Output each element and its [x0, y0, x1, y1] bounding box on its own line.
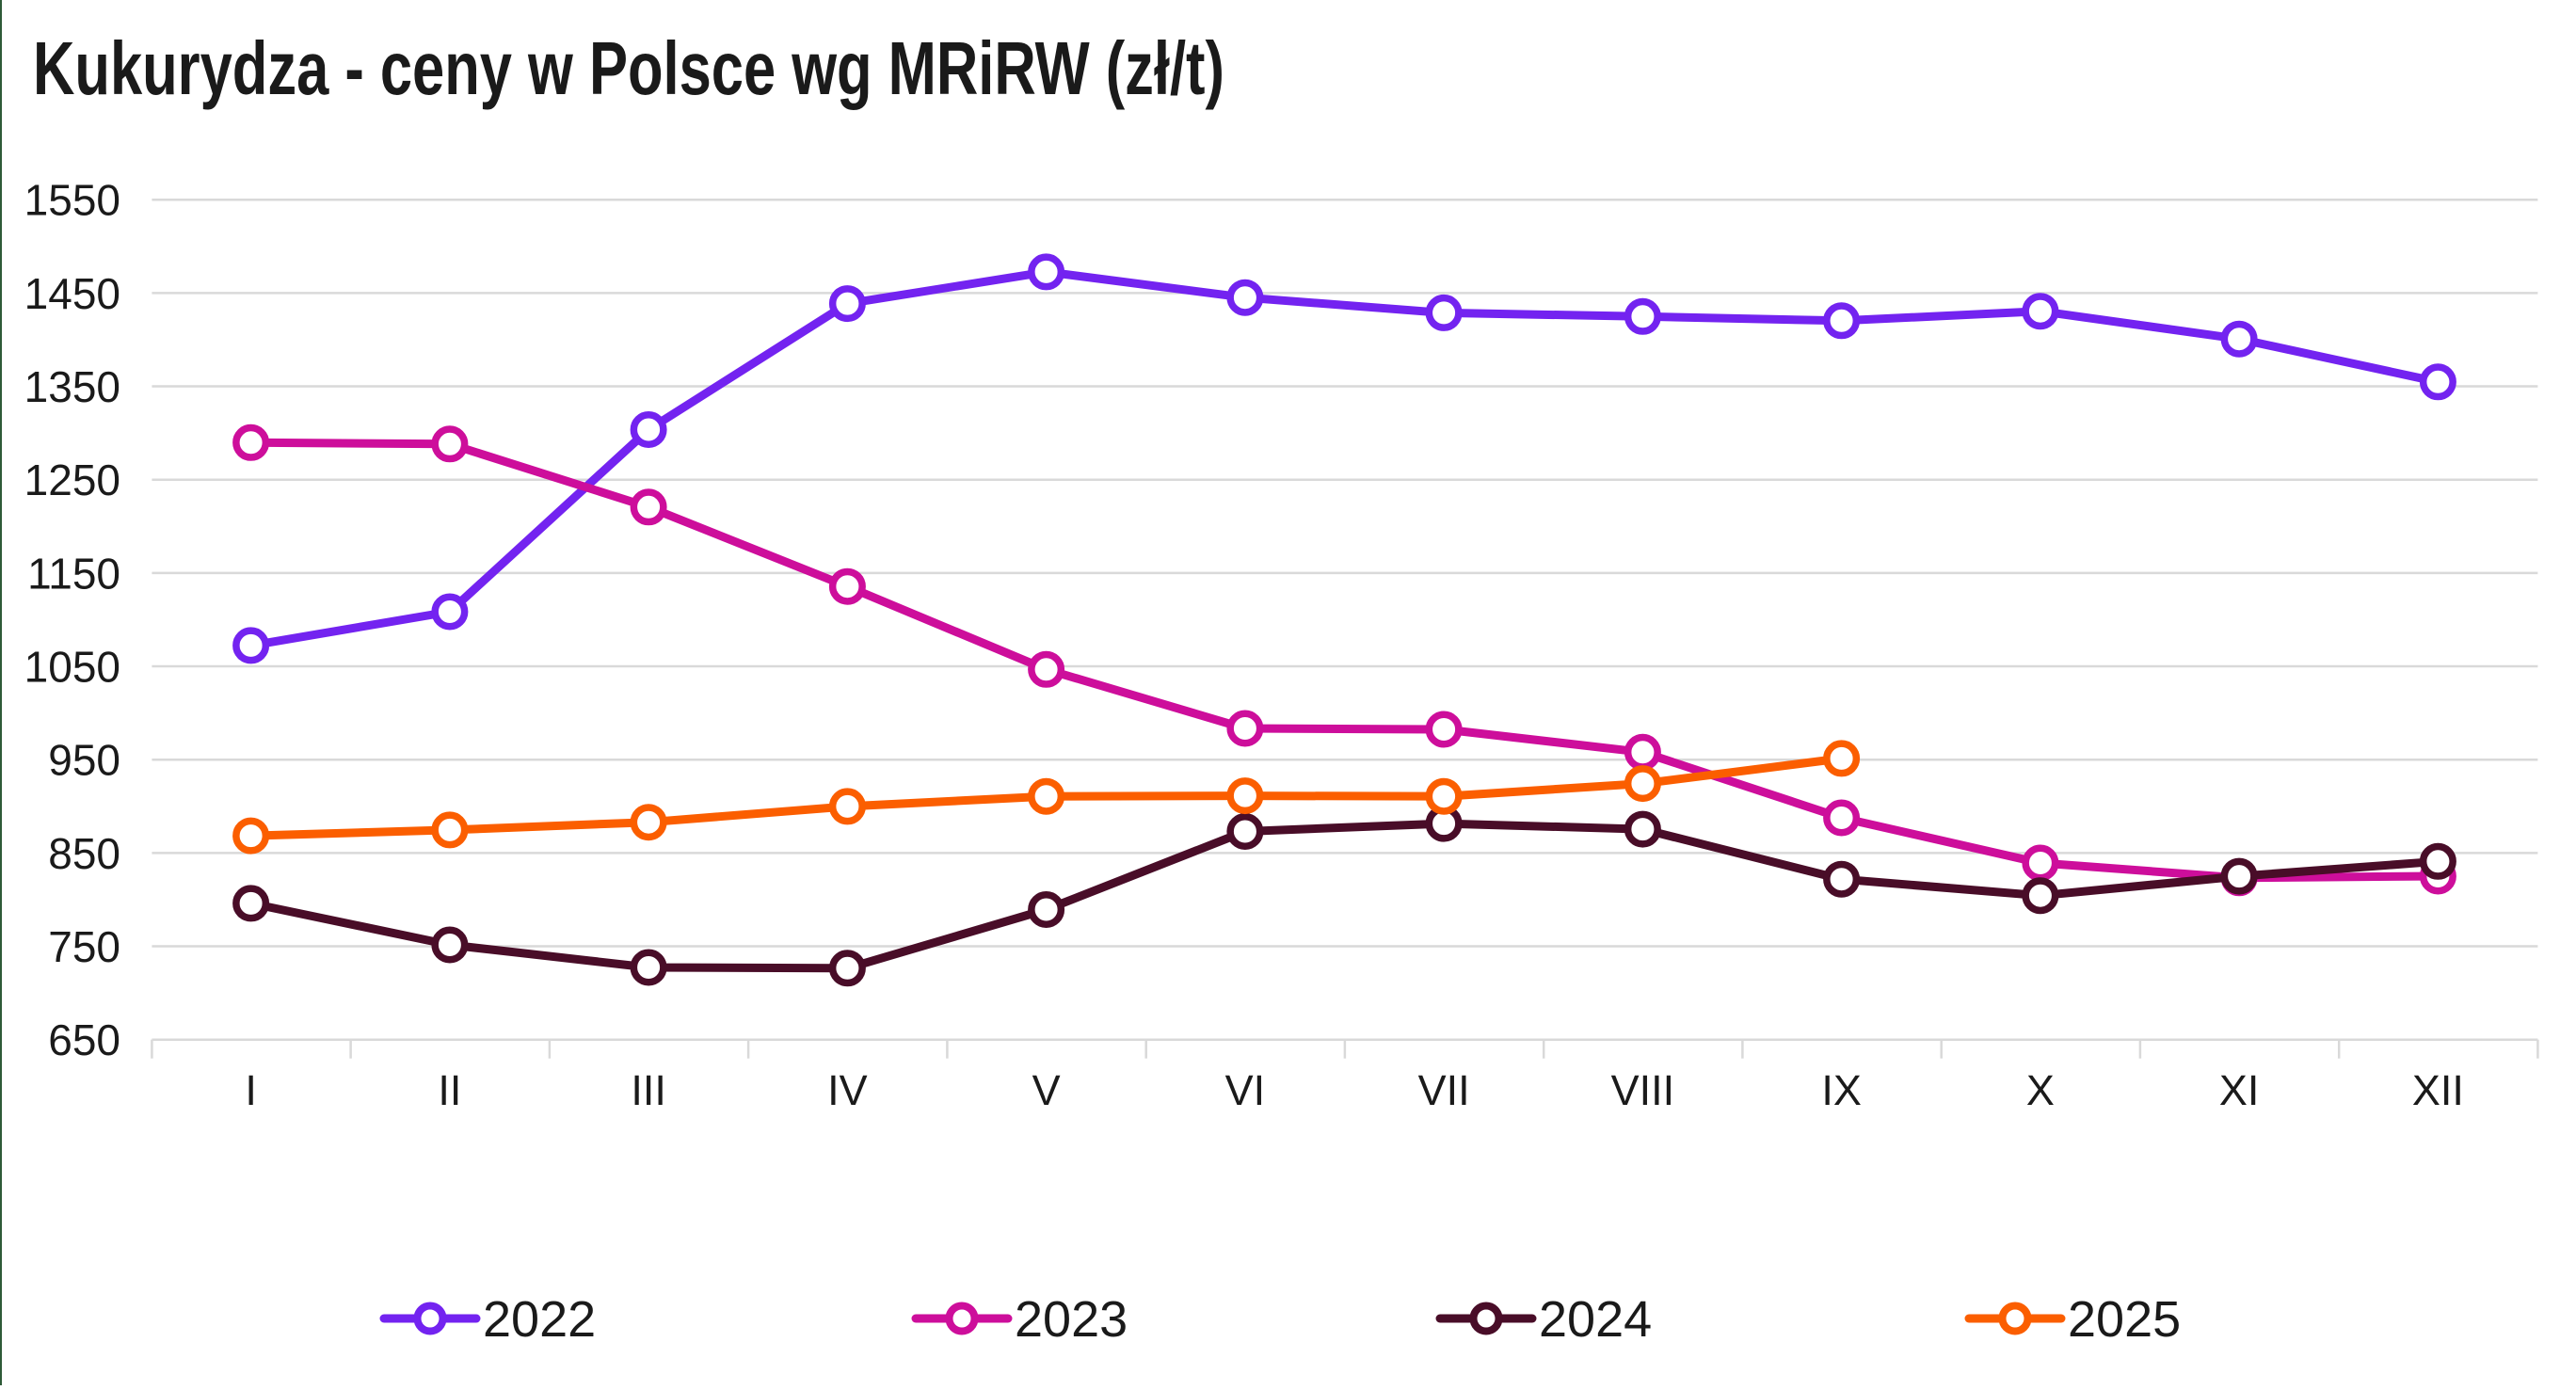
svg-text:1350: 1350 — [24, 362, 120, 411]
svg-text:1150: 1150 — [27, 549, 120, 598]
svg-text:2024: 2024 — [1539, 1291, 1652, 1348]
svg-text:2023: 2023 — [1015, 1291, 1128, 1348]
svg-text:IV: IV — [827, 1066, 868, 1114]
svg-text:1250: 1250 — [24, 455, 120, 504]
svg-text:1550: 1550 — [24, 176, 120, 225]
svg-text:750: 750 — [48, 922, 120, 971]
svg-text:850: 850 — [48, 829, 120, 878]
svg-text:I: I — [245, 1066, 257, 1114]
svg-text:XII: XII — [2412, 1066, 2464, 1114]
svg-text:V: V — [1032, 1066, 1061, 1114]
svg-text:VII: VII — [1418, 1066, 1470, 1114]
svg-text:III: III — [631, 1066, 666, 1114]
svg-text:VI: VI — [1225, 1066, 1266, 1114]
svg-text:2022: 2022 — [483, 1291, 596, 1348]
svg-text:650: 650 — [48, 1015, 120, 1064]
svg-text:2025: 2025 — [2068, 1291, 2181, 1348]
svg-text:XI: XI — [2219, 1066, 2260, 1114]
svg-text:II: II — [438, 1066, 461, 1114]
svg-text:VIII: VIII — [1611, 1066, 1675, 1114]
svg-text:950: 950 — [48, 736, 120, 785]
svg-text:1450: 1450 — [24, 269, 120, 318]
svg-text:Kukurydza - ceny w Polsce wg M: Kukurydza - ceny w Polsce wg MRiRW (zł/t… — [33, 26, 1224, 110]
svg-text:1050: 1050 — [24, 643, 120, 692]
svg-text:IX: IX — [1821, 1066, 1862, 1114]
svg-text:X: X — [2026, 1066, 2055, 1114]
